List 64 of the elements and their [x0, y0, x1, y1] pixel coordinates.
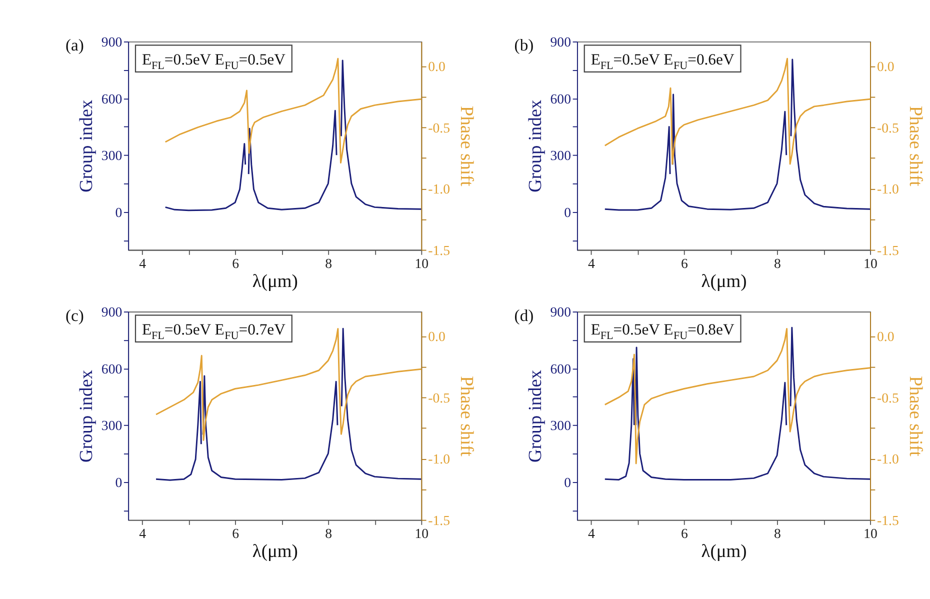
y-axis-title: Group index: [525, 370, 546, 462]
y2-tick-label: -1.5: [428, 512, 450, 528]
x-tick-label: 6: [232, 526, 240, 541]
y-tick-label: 900: [550, 34, 572, 50]
y-tick-label: 900: [101, 304, 122, 320]
x-tick-label: 8: [325, 256, 332, 271]
y2-axis-title: Phase shift: [906, 376, 926, 458]
y-tick-label: 600: [550, 91, 572, 106]
y-tick-label: 300: [101, 418, 122, 434]
y2-tick-label: -1.5: [877, 242, 899, 258]
x-axis-title: λ(μm): [701, 271, 747, 292]
x-tick-label: 4: [588, 526, 595, 541]
x-axis-title: λ(μm): [701, 541, 747, 562]
x-tick-label: 6: [232, 256, 240, 271]
y-tick-label: 600: [550, 361, 572, 376]
y-tick-label: 0: [115, 475, 122, 490]
y-tick-label: 300: [550, 148, 572, 164]
y2-tick-label: -1.0: [428, 452, 450, 467]
y2-axis-title: Phase shift: [906, 106, 926, 188]
x-tick-label: 8: [774, 526, 782, 541]
y-tick-label: 600: [101, 91, 122, 106]
y2-tick-label: -0.5: [428, 120, 450, 136]
y-axis-title: Group index: [76, 100, 96, 192]
y2-axis-title: Phase shift: [457, 106, 478, 188]
x-tick-label: 6: [681, 256, 688, 271]
x-tick-label: 10: [864, 256, 878, 271]
y2-tick-label: -1.0: [877, 452, 899, 467]
y2-tick-label: 0.0: [428, 329, 446, 344]
y-tick-label: 300: [550, 418, 572, 434]
y-tick-label: 0: [115, 204, 122, 220]
chart-title: (a): [65, 36, 84, 55]
y-tick-label: 600: [101, 361, 122, 376]
chart-title: (d): [514, 306, 534, 325]
y2-tick-label: 0.0: [428, 59, 446, 74]
y-tick-label: 0: [564, 475, 572, 490]
x-tick-label: 10: [414, 526, 429, 541]
x-tick-label: 10: [864, 526, 878, 541]
y2-tick-label: -0.5: [877, 390, 899, 406]
x-tick-label: 8: [774, 256, 782, 271]
y2-tick-label: -0.5: [877, 120, 899, 136]
x-tick-label: 8: [325, 526, 332, 541]
y-tick-label: 900: [101, 34, 122, 50]
y-tick-label: 300: [101, 148, 122, 164]
x-tick-label: 6: [681, 526, 688, 541]
y2-tick-label: 0.0: [877, 329, 894, 344]
x-tick-label: 4: [139, 526, 146, 541]
y-tick-label: 900: [550, 304, 572, 320]
chart-title: (b): [514, 36, 534, 55]
y-axis-title: Group index: [525, 100, 546, 192]
x-tick-label: 4: [139, 256, 146, 271]
chart-title: (c): [65, 306, 84, 325]
y2-tick-label: -0.5: [428, 390, 450, 406]
y-tick-label: 0: [564, 204, 572, 220]
x-axis-title: λ(μm): [252, 541, 298, 562]
y2-tick-label: -1.0: [428, 182, 450, 197]
x-tick-label: 4: [588, 256, 595, 271]
y2-axis-title: Phase shift: [457, 376, 478, 458]
y2-tick-label: 0.0: [877, 59, 894, 74]
y2-tick-label: -1.5: [877, 512, 899, 528]
x-tick-label: 10: [414, 256, 429, 271]
y2-tick-label: -1.5: [428, 242, 450, 258]
y-axis-title: Group index: [76, 370, 96, 462]
y2-tick-label: -1.0: [877, 182, 899, 197]
x-axis-title: λ(μm): [252, 271, 298, 292]
